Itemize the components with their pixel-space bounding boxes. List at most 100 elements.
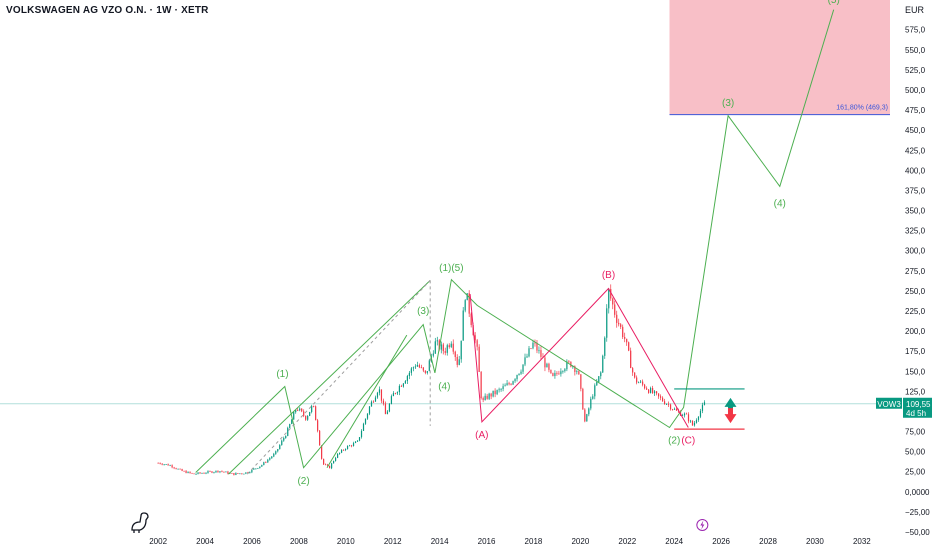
candle-body (390, 396, 393, 404)
candle-body (189, 471, 191, 473)
candle-body (656, 391, 658, 394)
candle-body (165, 464, 167, 465)
candle-body (512, 381, 514, 385)
candle-body (159, 462, 161, 464)
candle-body (223, 471, 225, 473)
x-tick-label: 2010 (337, 537, 355, 546)
y-tick-label: 500,0 (905, 86, 926, 95)
candle-body (486, 395, 488, 399)
candle-body (203, 473, 205, 474)
candle-body (504, 385, 506, 387)
candle-body (378, 389, 381, 393)
candle-body (265, 462, 267, 464)
candle-body (167, 464, 169, 466)
currency-label: EUR (905, 5, 925, 15)
y-tick-label: 475,0 (905, 106, 926, 115)
y-tick-label: 225,0 (905, 307, 926, 316)
candle-body (687, 414, 690, 422)
candle-body (570, 361, 572, 367)
candle-body (297, 410, 299, 411)
wave-line-4 (246, 280, 431, 475)
candle-body (271, 456, 273, 459)
candle-body (331, 463, 333, 469)
candle-body (462, 310, 464, 341)
candle-body (436, 340, 438, 342)
y-tick-label: 25,00 (905, 468, 926, 477)
x-tick-label: 2022 (618, 537, 636, 546)
candle-body (548, 363, 550, 370)
candle-body (598, 376, 600, 382)
candle-body (283, 438, 285, 441)
candle-body (671, 409, 674, 411)
candle-body (675, 408, 678, 411)
chart-title: VOLKSWAGEN AG VZO O.N. · 1W · XETR (6, 5, 209, 16)
candle-body (695, 419, 698, 423)
candle-body (478, 346, 480, 372)
candle-body (530, 348, 532, 350)
candle-body (299, 408, 301, 411)
candle-body (550, 369, 552, 374)
candle-body (364, 418, 367, 424)
y-tick-label: 75,00 (905, 428, 926, 437)
candle-body (211, 471, 213, 473)
price-tag-countdown: 4d 5h (906, 409, 926, 418)
candle-body (380, 389, 383, 401)
candle-body (334, 457, 337, 461)
candle-body (243, 473, 245, 475)
candle-body (654, 391, 656, 394)
candle-body (402, 383, 404, 387)
candle-body (488, 393, 490, 399)
symbol-label: VOW3 (877, 400, 901, 409)
candle-body (454, 351, 456, 357)
wave-label: (2) (668, 436, 680, 447)
symbol-tag (876, 397, 902, 409)
candle-body (659, 396, 662, 398)
y-tick-label: 125,0 (905, 387, 926, 396)
candle-body (356, 440, 359, 442)
candle-body (634, 372, 636, 378)
x-tick-label: 2014 (431, 537, 449, 546)
lightning-event-icon[interactable] (696, 519, 709, 531)
candle-body (576, 371, 578, 372)
candle-body (632, 368, 634, 373)
candle-body (440, 344, 442, 350)
candle-body (185, 470, 187, 474)
candle-body (590, 398, 592, 409)
x-tick-label: 2002 (149, 537, 167, 546)
candle-body (305, 415, 307, 420)
candle-body (321, 445, 323, 459)
candle-body (636, 377, 638, 383)
y-tick-label: 0,0000 (905, 488, 930, 497)
candle-body (346, 445, 349, 449)
candle-body (289, 424, 291, 428)
wave-label: (3) (417, 306, 429, 317)
candle-body (323, 458, 325, 465)
candle-body (217, 470, 219, 473)
candle-body (582, 388, 584, 410)
x-tick-label: 2026 (712, 537, 730, 546)
x-tick-label: 2024 (665, 537, 683, 546)
candle-body (225, 471, 227, 473)
candle-body (468, 293, 470, 314)
candle-body (689, 420, 692, 422)
candle-body (428, 360, 430, 372)
candle-body (538, 350, 540, 351)
candle-body (368, 406, 371, 414)
candle-body (500, 388, 502, 390)
candle-body (510, 384, 512, 385)
candle-body (418, 365, 420, 368)
candle-body (249, 472, 251, 474)
candle-body (325, 464, 327, 466)
candle-body (536, 342, 538, 351)
candle-body (566, 361, 568, 370)
candle-body (384, 403, 387, 415)
candle-body (406, 375, 408, 382)
candle-body (410, 368, 412, 373)
candle-body (434, 341, 436, 354)
candle-body (663, 401, 666, 405)
candle-body (562, 371, 564, 372)
candle-body (568, 361, 570, 363)
x-tick-label: 2032 (853, 537, 871, 546)
candle-body (177, 468, 179, 470)
